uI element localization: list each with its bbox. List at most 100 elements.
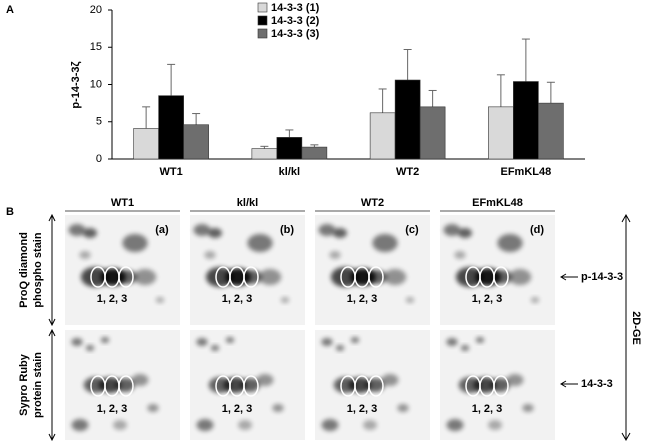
bar <box>394 79 421 160</box>
gel-spot <box>446 419 464 431</box>
spot-outline <box>368 375 384 397</box>
gel-spot <box>81 267 109 287</box>
gel-spot <box>247 234 273 252</box>
gel-spot <box>85 345 95 351</box>
gel-spot <box>329 251 341 259</box>
bar <box>513 81 539 160</box>
bar <box>419 106 446 160</box>
bar <box>538 102 564 160</box>
bar <box>488 106 514 160</box>
gel-spot <box>196 338 208 346</box>
spot-label: 1, 2, 3 <box>472 293 503 305</box>
y-tick-label: 15 <box>90 41 102 53</box>
bar <box>369 112 396 160</box>
bar <box>133 128 159 160</box>
gel-spot <box>100 337 110 343</box>
arrow-label: 14-3-3 <box>581 378 613 390</box>
gel-spot <box>318 224 336 236</box>
spot-label: 1, 2, 3 <box>97 293 128 305</box>
subpanel-label: (d) <box>530 224 544 236</box>
gel-spot <box>193 224 211 236</box>
legend-swatch <box>257 28 268 39</box>
x-tick-label: EFmKL48 <box>501 166 552 178</box>
spot-label: 1, 2, 3 <box>347 293 378 305</box>
gel-spot <box>397 404 409 412</box>
gel-spot <box>405 297 415 303</box>
gel-spot <box>456 267 484 287</box>
y-tick-label: 5 <box>96 116 102 128</box>
bar <box>183 124 209 160</box>
y-tick-label: 10 <box>90 78 102 90</box>
legend-swatch <box>257 2 268 13</box>
gel-spot <box>363 420 377 430</box>
row-arrow-head <box>560 380 567 388</box>
gel-spot <box>83 228 97 238</box>
legend-swatch <box>257 15 268 26</box>
x-tick-label: WT2 <box>396 166 419 178</box>
gel-spot <box>79 251 91 259</box>
gel-spot <box>204 251 216 259</box>
legend-label: 14-3-3 (3) <box>271 28 320 40</box>
gel-spot <box>458 228 472 238</box>
row-arrow-head <box>560 273 567 281</box>
row-label: Sypro Ruby <box>18 353 30 416</box>
gel-spot <box>131 374 149 386</box>
spot-outline <box>493 375 509 397</box>
gel-spot <box>383 269 407 285</box>
gel-spot <box>331 267 359 287</box>
bar <box>276 137 303 160</box>
spot-label: 1, 2, 3 <box>347 403 378 415</box>
gel-spot <box>321 419 339 431</box>
row-arrow-heads <box>48 213 56 442</box>
column-label: WT2 <box>361 197 384 209</box>
gel-spot <box>68 224 86 236</box>
y-axis-label: p-14-3-3ζ <box>70 61 82 108</box>
spot-outline <box>243 375 259 397</box>
panel-label: A <box>6 4 14 16</box>
x-tick-label: WT1 <box>160 166 183 178</box>
y-tick-label: 0 <box>96 153 102 165</box>
gel-spot <box>71 419 89 431</box>
gel-spot <box>475 337 485 343</box>
gel-spot <box>508 269 532 285</box>
column-label: EFmKL48 <box>472 197 523 209</box>
gel-spot <box>280 297 290 303</box>
gel-spot <box>372 234 398 252</box>
spot-outline <box>493 266 509 288</box>
gel-spot <box>460 345 470 351</box>
gel-spot <box>196 419 214 431</box>
spot-outline <box>243 266 259 288</box>
row-label: phospho stain <box>32 232 44 307</box>
gel-spot <box>133 269 157 285</box>
panel-label: B <box>6 206 14 218</box>
spot-outline <box>368 266 384 288</box>
gel-spot <box>506 374 524 386</box>
gel-spot <box>256 374 274 386</box>
gel-spot <box>321 338 333 346</box>
spot-outline <box>118 375 134 397</box>
x-tick-label: kl/kl <box>279 166 300 178</box>
bar <box>301 146 328 160</box>
legend-label: 14-3-3 (2) <box>271 15 320 27</box>
gel-spot <box>446 338 458 346</box>
side-label: 2D-GE <box>630 311 642 345</box>
gel-spot <box>238 420 252 430</box>
spot-label: 1, 2, 3 <box>222 403 253 415</box>
gel-spot <box>522 404 534 412</box>
gel-spot <box>258 269 282 285</box>
legend-label: 14-3-3 (1) <box>271 2 320 14</box>
gel-spot <box>443 224 461 236</box>
gel-spot <box>71 338 83 346</box>
arrow-label: p-14-3-3 <box>581 271 623 283</box>
bar <box>251 148 278 160</box>
row-label: ProQ diamond <box>18 232 30 308</box>
subpanel-label: (a) <box>155 224 169 236</box>
bar <box>158 95 184 160</box>
gel-spot <box>350 337 360 343</box>
spot-label: 1, 2, 3 <box>222 293 253 305</box>
spot-outline <box>118 266 134 288</box>
gel-spot <box>225 337 235 343</box>
gel-spot <box>113 420 127 430</box>
y-tick-label: 20 <box>90 4 102 16</box>
